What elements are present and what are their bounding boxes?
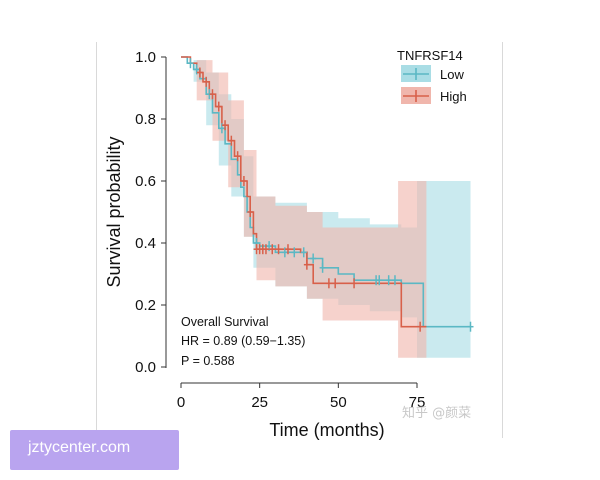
x-tick-label: 75	[409, 394, 426, 411]
legend-label-low: Low	[440, 67, 464, 82]
x-tick-label: 50	[330, 394, 347, 411]
annotation: Overall Survival HR = 0.89 (0.59−1.35) P…	[181, 315, 305, 368]
x-axis-label: Time (months)	[269, 420, 384, 440]
legend: TNFRSF14 Low High	[397, 48, 467, 104]
annotation-title: Overall Survival	[181, 315, 269, 329]
x-tick-label: 0	[177, 394, 185, 411]
y-tick-label: 1.0	[135, 49, 156, 66]
axes	[165, 57, 417, 384]
legend-title: TNFRSF14	[397, 48, 463, 63]
y-tick-label: 0.4	[135, 235, 156, 252]
censor-marks	[187, 58, 474, 332]
y-tick-label: 0.6	[135, 173, 156, 190]
x-tick-label: 25	[251, 394, 268, 411]
y-tick-label: 0.0	[135, 359, 156, 376]
y-tick-label: 0.2	[135, 297, 156, 314]
y-axis-label: Survival probability	[104, 136, 124, 287]
confidence-band-high	[181, 57, 427, 358]
frame-right-border	[502, 42, 503, 438]
credit-text: 知乎 @颜菜	[402, 406, 472, 421]
annotation-p: P = 0.588	[181, 354, 235, 368]
y-ticks: 0.0 0.2 0.4 0.6 0.8 1.0	[135, 49, 166, 376]
watermark-text: jztycenter.com	[28, 439, 131, 456]
x-ticks: 0 25 50 75	[177, 383, 426, 411]
legend-item-low: Low	[401, 65, 464, 82]
annotation-hr: HR = 0.89 (0.59−1.35)	[181, 334, 305, 348]
watermark-banner: jztycenter.com	[10, 430, 179, 470]
frame-left-border	[96, 42, 97, 438]
legend-label-high: High	[440, 89, 467, 104]
legend-item-high: High	[401, 87, 467, 104]
y-tick-label: 0.8	[135, 111, 156, 128]
